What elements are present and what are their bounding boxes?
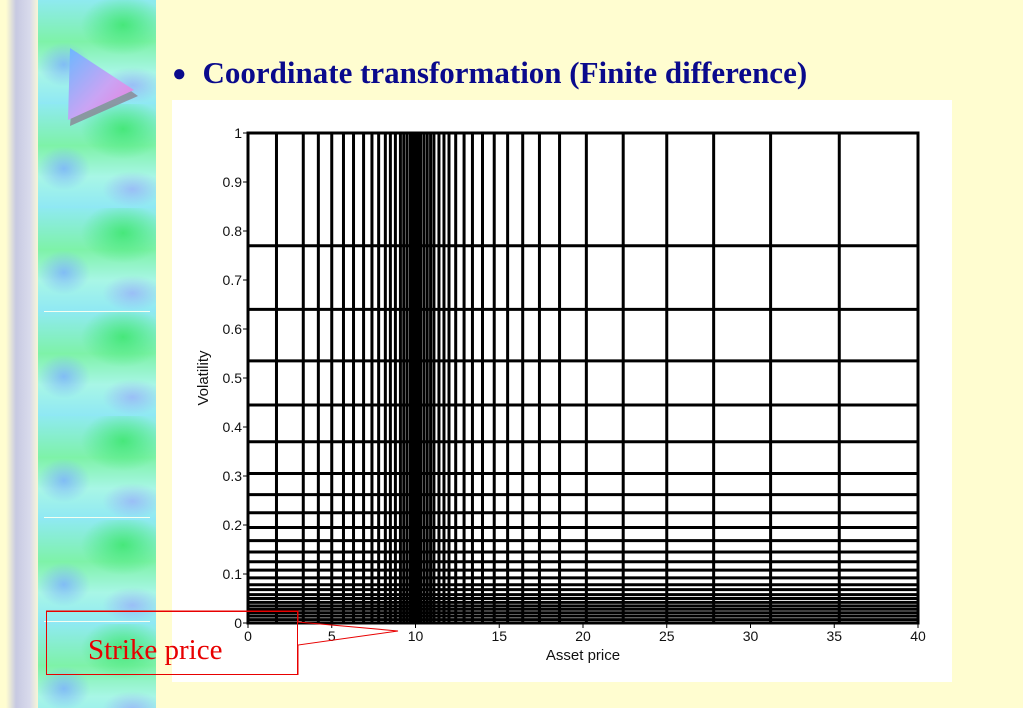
x-tick-label: 35 bbox=[826, 628, 842, 644]
x-tick-label: 10 bbox=[408, 628, 424, 644]
x-tick-label: 5 bbox=[328, 628, 336, 644]
grid-chart: 0 5 10 15 20 25 30 35 4000.10.20.30.40.50.60.70.… bbox=[195, 125, 926, 664]
y-tick-label: 0.3 bbox=[223, 468, 243, 484]
slide-title: ● Coordinate transformation (Finite diffe… bbox=[172, 55, 807, 91]
x-tick-label: 20 bbox=[575, 628, 591, 644]
side-pattern bbox=[38, 0, 156, 708]
y-tick-label: 0.1 bbox=[223, 566, 243, 582]
bullet-icon: ● bbox=[172, 61, 187, 87]
side-divider bbox=[44, 517, 150, 518]
slide-title-text: Coordinate transformation (Finite differ… bbox=[202, 55, 808, 90]
y-tick-label: 1 bbox=[234, 125, 242, 141]
x-axis-label: Asset price bbox=[546, 647, 620, 664]
y-tick-label: 0.4 bbox=[223, 419, 243, 435]
y-tick-label: 0.9 bbox=[223, 174, 243, 190]
y-tick-label: 0.8 bbox=[223, 223, 243, 239]
x-tick-label: 40 bbox=[910, 628, 926, 644]
plot-frame bbox=[246, 131, 920, 625]
y-tick-label: 0.7 bbox=[223, 272, 243, 288]
y-tick-label: 0.2 bbox=[223, 517, 243, 533]
plot-panel: 0 5 10 15 20 25 30 35 40 0 0.1 0.2 0.3 0.4 0.5 0.6 0.7 0.… bbox=[172, 100, 952, 682]
y-tick-label: 0.6 bbox=[223, 321, 243, 337]
strike-price-callout: Strike price bbox=[46, 611, 298, 675]
x-tick-label: 30 bbox=[743, 628, 759, 644]
side-divider bbox=[44, 311, 150, 312]
strike-price-label: Strike price bbox=[88, 634, 223, 666]
triangle-play-logo-icon bbox=[68, 48, 138, 126]
y-axis-label: Volatility bbox=[195, 350, 212, 406]
x-tick-label: 25 bbox=[659, 628, 675, 644]
x-tick-label: 15 bbox=[491, 628, 507, 644]
y-tick-label: 0.5 bbox=[223, 370, 243, 386]
